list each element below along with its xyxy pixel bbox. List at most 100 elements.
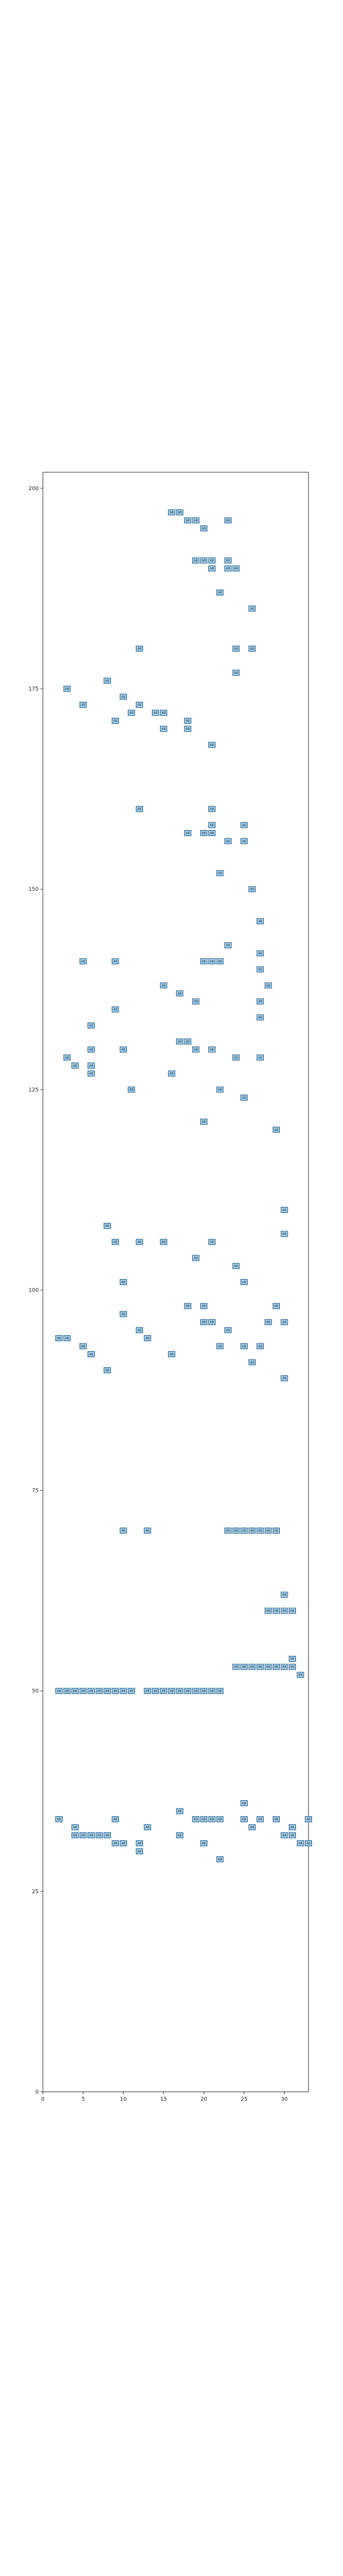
data-point-marker — [127, 1086, 135, 1093]
data-point-marker — [305, 1816, 312, 1822]
data-point-label: AB — [210, 832, 214, 835]
y-tick-label: 200 — [29, 486, 39, 492]
data-point-marker — [184, 1688, 192, 1694]
data-point: AB — [216, 958, 224, 965]
data-point: AB — [136, 1840, 144, 1847]
data-point-label: AB — [89, 1834, 93, 1838]
data-point-marker — [160, 982, 167, 989]
data-point-marker — [200, 1303, 208, 1309]
data-point-marker — [200, 830, 208, 837]
data-point-label: AB — [81, 704, 85, 707]
data-point-marker — [200, 1816, 208, 1822]
data-point-marker — [176, 509, 183, 516]
x-tick-label: 30 — [281, 2097, 288, 2103]
data-point-marker — [88, 1062, 95, 1069]
data-point-label: AB — [121, 1530, 126, 1533]
data-point-marker — [63, 1335, 71, 1342]
data-point-marker — [200, 525, 208, 532]
data-point-marker — [136, 1848, 144, 1854]
data-point-label: AB — [250, 1826, 254, 1829]
data-point: AB — [104, 1832, 111, 1838]
data-point: AB — [160, 726, 167, 732]
data-point: AB — [216, 589, 224, 596]
data-point-label: AB — [266, 1609, 270, 1613]
data-point-marker — [136, 1239, 144, 1245]
data-point-label: AB — [186, 1040, 190, 1044]
data-point: AB — [160, 982, 167, 989]
x-tick-label: 0 — [41, 2097, 45, 2103]
data-point: AB — [224, 557, 232, 564]
data-point-marker — [79, 701, 87, 708]
data-point: AB — [184, 1303, 192, 1309]
data-point: AB — [104, 1688, 111, 1694]
data-point-label: AB — [161, 727, 166, 731]
data-point-label: AB — [186, 1690, 190, 1693]
data-point-label: AB — [154, 711, 158, 715]
data-point-marker — [248, 605, 256, 612]
data-point-marker — [111, 1816, 119, 1822]
data-point: AB — [248, 1664, 256, 1670]
data-point-label: AB — [65, 1690, 69, 1693]
data-point: AB — [240, 1094, 248, 1101]
data-point-label: AB — [138, 1241, 142, 1244]
data-point-label: AB — [242, 1281, 246, 1284]
data-point: AB — [136, 645, 144, 652]
data-point-label: AB — [258, 920, 262, 924]
data-point: AB — [88, 1351, 95, 1358]
data-point-label: AB — [113, 1008, 117, 1012]
data-point-marker — [184, 1038, 192, 1045]
data-point-marker — [152, 710, 160, 716]
data-point-marker — [240, 1527, 248, 1534]
data-point-marker — [272, 1608, 280, 1614]
data-point: AB — [256, 1816, 264, 1822]
data-point-marker — [104, 1688, 111, 1694]
data-point-marker — [104, 1222, 111, 1229]
data-point: AB — [280, 1664, 288, 1670]
data-point-label: AB — [170, 1353, 174, 1357]
data-point-label: AB — [105, 1690, 110, 1693]
data-point: AB — [63, 686, 71, 692]
y-tick-label: 175 — [29, 686, 39, 692]
data-point-marker — [256, 1816, 264, 1822]
data-point: AB — [88, 1046, 95, 1053]
data-point: AB — [232, 565, 240, 572]
data-point: AB — [144, 1688, 151, 1694]
data-point-label: AB — [266, 1321, 270, 1324]
data-point-marker — [63, 1688, 71, 1694]
data-point-marker — [280, 1319, 288, 1326]
data-point-marker — [200, 1840, 208, 1847]
data-point-marker — [144, 1824, 151, 1831]
data-point-marker — [248, 1359, 256, 1366]
x-tick-label: 15 — [160, 2097, 167, 2103]
data-point-marker — [224, 517, 232, 524]
data-point-label: AB — [298, 1842, 303, 1846]
y-tick-label: 125 — [29, 1087, 39, 1093]
data-point-label: AB — [121, 1842, 126, 1846]
data-point-marker — [224, 942, 232, 949]
data-point: AB — [168, 1070, 176, 1077]
data-point-marker — [256, 1014, 264, 1021]
data-point-label: AB — [113, 960, 117, 964]
data-point-label: AB — [105, 1369, 110, 1373]
data-point-label: AB — [81, 1834, 85, 1838]
y-tick-label: 100 — [29, 1287, 39, 1293]
data-point-marker — [160, 1688, 167, 1694]
data-point-label: AB — [81, 1690, 85, 1693]
data-point-marker — [216, 1086, 224, 1093]
data-point-marker — [208, 1239, 216, 1245]
data-point-marker — [208, 742, 216, 748]
data-point-marker — [71, 1824, 79, 1831]
y-axis: 0 25 50 75 100 125 150 175 200 — [29, 486, 43, 2095]
data-point: AB — [88, 1062, 95, 1069]
data-point-label: AB — [177, 992, 182, 996]
data-point-marker — [120, 1279, 127, 1285]
data-point: AB — [240, 1664, 248, 1670]
data-point-label: AB — [73, 1064, 77, 1068]
data-point: AB — [216, 1086, 224, 1093]
data-point-marker — [168, 1688, 176, 1694]
data-point-label: AB — [258, 1530, 262, 1533]
data-point: AB — [152, 1688, 160, 1694]
data-point-label: AB — [275, 1818, 279, 1822]
data-point-marker — [176, 1038, 183, 1045]
data-point-label: AB — [186, 720, 190, 723]
